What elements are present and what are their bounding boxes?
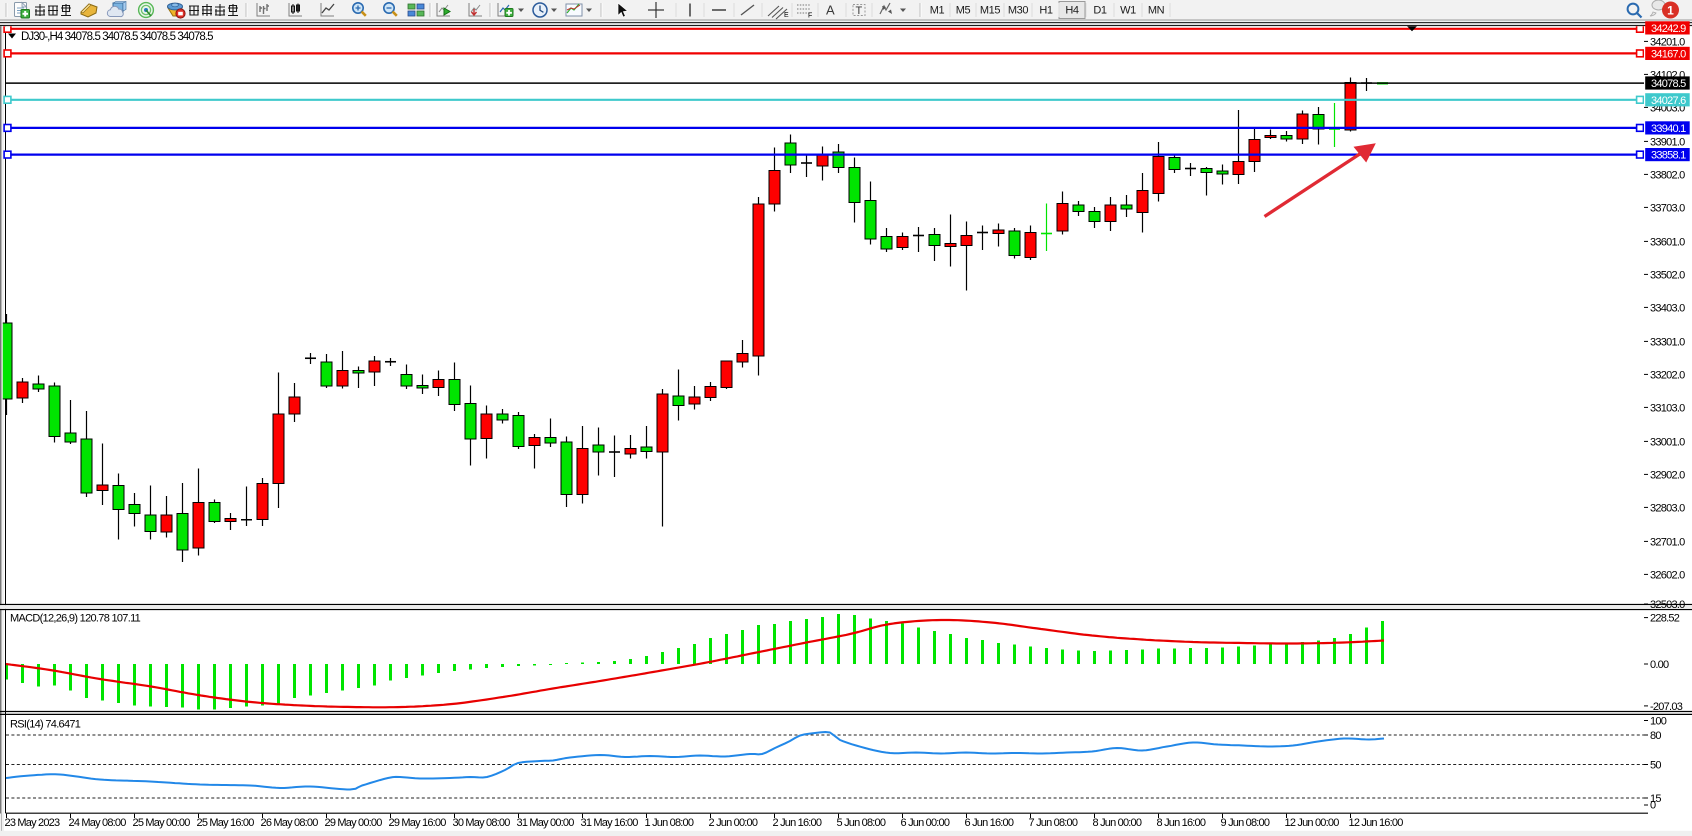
svg-text:31 May 16:00: 31 May 16:00 bbox=[581, 817, 639, 829]
svg-text:50: 50 bbox=[1650, 760, 1661, 772]
svg-text:26 May 08:00: 26 May 08:00 bbox=[261, 817, 319, 829]
svg-text:33301.0: 33301.0 bbox=[1650, 336, 1685, 348]
svg-text:23 May 2023: 23 May 2023 bbox=[5, 817, 60, 829]
svg-text:H4: H4 bbox=[1065, 5, 1079, 17]
svg-text:RSI(14) 74.6471: RSI(14) 74.6471 bbox=[10, 719, 81, 731]
svg-text:32902.0: 32902.0 bbox=[1650, 469, 1685, 481]
svg-text:32503.0: 32503.0 bbox=[1650, 599, 1685, 611]
svg-text:MACD(12,26,9) 120.78 107.11: MACD(12,26,9) 120.78 107.11 bbox=[10, 613, 141, 625]
svg-text:32602.0: 32602.0 bbox=[1650, 569, 1685, 581]
svg-text:0: 0 bbox=[1650, 800, 1656, 812]
svg-text:29 May 00:00: 29 May 00:00 bbox=[325, 817, 383, 829]
svg-text:A: A bbox=[826, 3, 835, 18]
svg-text:29 May 16:00: 29 May 16:00 bbox=[389, 817, 447, 829]
svg-text:MN: MN bbox=[1148, 5, 1165, 17]
svg-text:7 Jun 08:00: 7 Jun 08:00 bbox=[1029, 817, 1078, 829]
svg-text:33001.0: 33001.0 bbox=[1650, 436, 1685, 448]
svg-text:31 May 00:00: 31 May 00:00 bbox=[517, 817, 575, 829]
svg-text:12 Jun 00:00: 12 Jun 00:00 bbox=[1285, 817, 1340, 829]
svg-text:8 Jun 00:00: 8 Jun 00:00 bbox=[1093, 817, 1142, 829]
svg-text:34167.0: 34167.0 bbox=[1651, 48, 1686, 60]
svg-text:33103.0: 33103.0 bbox=[1650, 402, 1685, 414]
svg-text:M30: M30 bbox=[1008, 5, 1028, 17]
svg-text:33901.0: 33901.0 bbox=[1650, 136, 1685, 148]
svg-text:33202.0: 33202.0 bbox=[1650, 369, 1685, 381]
svg-text:33601.0: 33601.0 bbox=[1650, 236, 1685, 248]
svg-text:25 May 00:00: 25 May 00:00 bbox=[133, 817, 191, 829]
svg-text:80: 80 bbox=[1650, 730, 1661, 742]
svg-text:2 Jun 00:00: 2 Jun 00:00 bbox=[709, 817, 758, 829]
svg-text:33858.1: 33858.1 bbox=[1651, 150, 1686, 162]
svg-text:33940.1: 33940.1 bbox=[1651, 123, 1686, 135]
svg-text:6 Jun 16:00: 6 Jun 16:00 bbox=[965, 817, 1014, 829]
svg-text:34201.0: 34201.0 bbox=[1650, 36, 1685, 48]
svg-text:H1: H1 bbox=[1039, 5, 1053, 17]
svg-text:DJ30-,H4 34078.5 34078.5 3407: DJ30-,H4 34078.5 34078.5 34078.5 34078.5 bbox=[21, 31, 213, 43]
svg-text:34027.6: 34027.6 bbox=[1651, 95, 1686, 107]
svg-text:100: 100 bbox=[1650, 716, 1667, 728]
svg-text:6 Jun 00:00: 6 Jun 00:00 bbox=[901, 817, 950, 829]
svg-text:M5: M5 bbox=[956, 5, 971, 17]
svg-text:8 Jun 16:00: 8 Jun 16:00 bbox=[1157, 817, 1206, 829]
svg-text:5 Jun 08:00: 5 Jun 08:00 bbox=[837, 817, 886, 829]
svg-text:33403.0: 33403.0 bbox=[1650, 302, 1685, 314]
svg-text:M15: M15 bbox=[980, 5, 1000, 17]
svg-text:M1: M1 bbox=[930, 5, 945, 17]
svg-text:E: E bbox=[784, 12, 789, 19]
svg-text:30 May 08:00: 30 May 08:00 bbox=[453, 817, 511, 829]
svg-text:2 Jun 16:00: 2 Jun 16:00 bbox=[773, 817, 822, 829]
svg-text:15: 15 bbox=[1650, 793, 1661, 805]
svg-text:34078.5: 34078.5 bbox=[1651, 78, 1686, 90]
svg-text:32701.0: 32701.0 bbox=[1650, 536, 1685, 548]
svg-text:24 May 08:00: 24 May 08:00 bbox=[69, 817, 127, 829]
svg-text:228.52: 228.52 bbox=[1650, 613, 1680, 625]
svg-text:9 Jun 08:00: 9 Jun 08:00 bbox=[1221, 817, 1270, 829]
svg-text:F: F bbox=[808, 13, 812, 20]
svg-text:32803.0: 32803.0 bbox=[1650, 502, 1685, 514]
svg-text:T: T bbox=[856, 5, 863, 17]
svg-text:D1: D1 bbox=[1093, 5, 1107, 17]
svg-text:-207.03: -207.03 bbox=[1650, 701, 1683, 713]
svg-text:W1: W1 bbox=[1120, 5, 1136, 17]
svg-text:0.00: 0.00 bbox=[1650, 659, 1669, 671]
svg-text:33502.0: 33502.0 bbox=[1650, 269, 1685, 281]
svg-text:33703.0: 33703.0 bbox=[1650, 202, 1685, 214]
svg-text:1 Jun 08:00: 1 Jun 08:00 bbox=[645, 817, 694, 829]
svg-text:1: 1 bbox=[1667, 3, 1674, 17]
svg-text:34242.9: 34242.9 bbox=[1651, 23, 1686, 35]
svg-text:25 May 16:00: 25 May 16:00 bbox=[197, 817, 255, 829]
svg-text:33802.0: 33802.0 bbox=[1650, 169, 1685, 181]
svg-text:12 Jun 16:00: 12 Jun 16:00 bbox=[1349, 817, 1404, 829]
